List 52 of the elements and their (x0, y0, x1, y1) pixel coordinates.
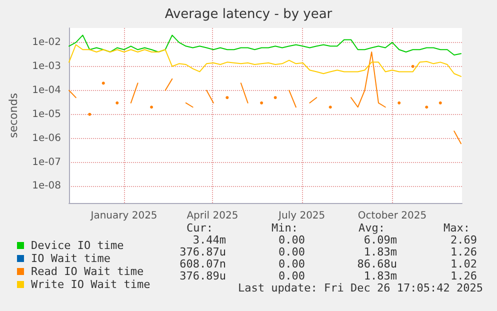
y-tick-label: 1e-08 (32, 180, 61, 192)
point (438, 101, 442, 104)
text: 0.00 (278, 234, 305, 246)
text: Cur: (186, 222, 213, 234)
x-tick-label: January 2025 (90, 210, 158, 222)
point (411, 64, 414, 68)
y-tick-label: 1e-03 (32, 60, 61, 72)
y-tick-label: 1e-06 (32, 132, 61, 144)
text: 1.83m (364, 246, 398, 258)
text: Max: (444, 222, 470, 234)
legend-label: Read IO Wait time (31, 265, 144, 278)
line-series (68, 44, 462, 77)
legend-label: Device IO time (31, 239, 124, 252)
point (88, 112, 92, 116)
text: 1.26 (450, 246, 477, 258)
x-tick-label: July 2025 (278, 210, 326, 222)
point (328, 106, 332, 109)
chart-title: Average latency - by year (164, 7, 333, 22)
text: 0.00 (278, 258, 305, 270)
point (116, 101, 119, 104)
point (226, 96, 229, 100)
point (102, 82, 105, 85)
text: 0.00 (278, 246, 305, 258)
text: 1.26 (450, 270, 477, 282)
text: 6.09m (364, 234, 398, 246)
x-tick-label: October 2025 (358, 210, 427, 222)
text: Min: (272, 222, 298, 234)
text: 376.89u (180, 270, 226, 282)
point (260, 101, 264, 104)
text: 2.69 (450, 234, 477, 246)
y-tick-label: 1e-04 (32, 84, 61, 96)
legend-label: Write IO Wait time (31, 278, 150, 291)
text: 1.83m (364, 270, 398, 282)
text: 608.07n (180, 258, 226, 270)
x-tick-label: April 2025 (186, 210, 238, 222)
text: 376.87u (180, 246, 226, 258)
y-tick-label: 1e-07 (32, 156, 61, 168)
text: 1.02 (450, 258, 477, 270)
text: Avg: (358, 222, 385, 234)
legend-label: IO Wait time (31, 252, 110, 265)
line-series (68, 34, 462, 56)
y-axis-title: seconds (7, 92, 20, 138)
point (398, 101, 401, 104)
point (274, 96, 277, 100)
point (150, 106, 154, 109)
y-tick-label: 1e-02 (32, 36, 61, 48)
text: 86.68u (357, 258, 397, 270)
text: 0.00 (278, 270, 305, 282)
y-tick-label: 1e-05 (32, 108, 61, 120)
text: Last update: Fri Dec 26 17:05:42 2025 (238, 282, 483, 294)
point (425, 106, 428, 109)
text: 3.44m (192, 234, 226, 246)
